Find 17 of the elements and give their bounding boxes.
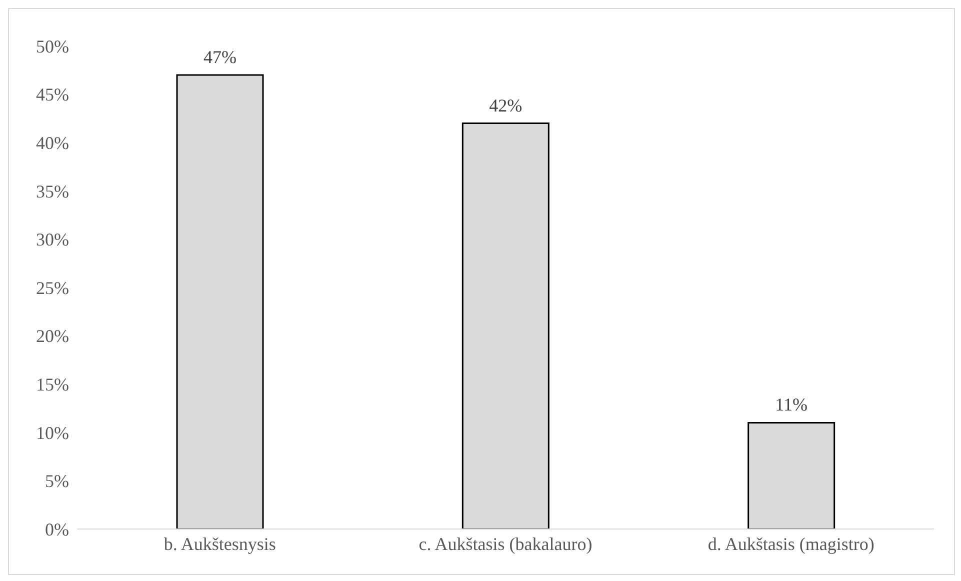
y-tick-label: 30% xyxy=(36,230,69,250)
y-tick-label: 0% xyxy=(45,519,69,540)
y-tick-label: 20% xyxy=(36,326,69,346)
x-tick-label: c. Aukštasis (bakalauro) xyxy=(418,534,592,554)
y-tick-label: 50% xyxy=(36,36,69,56)
x-tick-label: b. Aukštesnysis xyxy=(164,534,276,554)
y-tick-label: 10% xyxy=(36,422,69,443)
y-tick-label: 45% xyxy=(36,84,69,105)
x-tick-label: d. Aukštasis (magistro) xyxy=(708,534,874,554)
y-tick-label: 40% xyxy=(36,132,69,153)
data-label: 11% xyxy=(775,394,808,415)
data-label: 42% xyxy=(489,95,522,116)
y-tick-label: 5% xyxy=(45,471,69,492)
y-tick-label: 35% xyxy=(36,181,69,202)
y-tick-label: 15% xyxy=(36,374,69,394)
data-label: 47% xyxy=(204,46,236,67)
y-tick-label: 25% xyxy=(36,278,69,298)
